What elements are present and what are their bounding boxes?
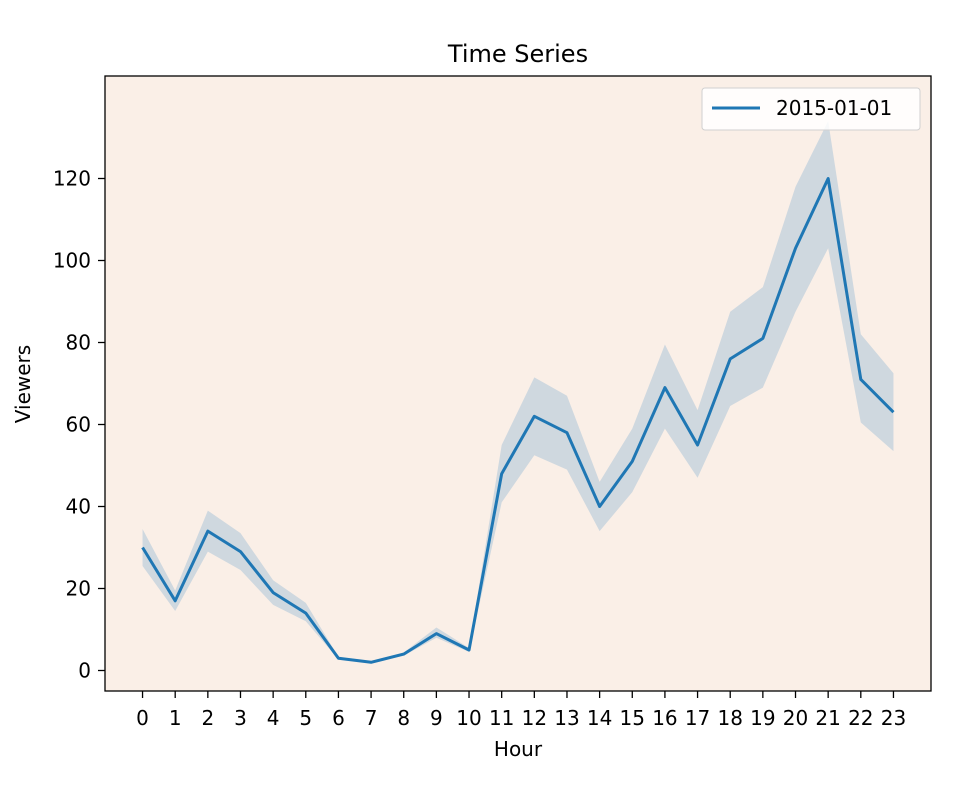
series-line-0 [141, 177, 895, 664]
x-tick-label: 13 [554, 706, 579, 730]
x-tick-label: 20 [783, 706, 808, 730]
plot-background [105, 76, 931, 691]
legend-box [701, 87, 921, 131]
confidence-bands [142, 121, 894, 664]
y-tick-label: 60 [66, 413, 91, 437]
x-tick-label: 7 [365, 706, 378, 730]
x-tick-label: 5 [299, 706, 312, 730]
x-tick-label: 17 [685, 706, 710, 730]
series-lines [141, 177, 895, 664]
x-tick-label: 8 [397, 706, 410, 730]
y-tick-label: 20 [66, 577, 91, 601]
y-axis-label: Viewers [11, 345, 35, 423]
y-tick-label: 120 [53, 167, 91, 191]
x-axis-ticks: 0 1 2 3 4 5 6 7 8 9 10 11 12 13 14 15 16 17 18 19 20 21 22 23 [136, 691, 906, 730]
x-tick-label: 6 [332, 706, 345, 730]
x-tick-label: 16 [652, 706, 677, 730]
plot-frame [104, 75, 932, 692]
x-tick-label: 21 [815, 706, 840, 730]
x-tick-label: 12 [522, 706, 547, 730]
confidence-band-0 [142, 121, 894, 664]
y-tick-label: 40 [66, 495, 91, 519]
y-axis-ticks: 0 20 40 60 80 100 120 [53, 167, 105, 683]
y-tick-label: 0 [78, 659, 91, 683]
x-tick-label: 0 [136, 706, 149, 730]
x-tick-label: 22 [848, 706, 873, 730]
x-tick-label: 15 [620, 706, 645, 730]
x-tick-label: 9 [430, 706, 443, 730]
y-tick-label: 80 [66, 331, 91, 355]
x-tick-label: 18 [717, 706, 742, 730]
y-tick-label: 100 [53, 249, 91, 273]
x-tick-label: 4 [267, 706, 280, 730]
chart-title: Time Series [447, 40, 588, 68]
legend: 2015-01-01 [701, 87, 921, 131]
x-tick-label: 19 [750, 706, 775, 730]
x-axis-label: Hour [494, 737, 543, 761]
x-tick-label: 3 [234, 706, 247, 730]
x-tick-label: 14 [587, 706, 612, 730]
x-tick-label: 10 [456, 706, 481, 730]
x-tick-label: 1 [169, 706, 182, 730]
x-tick-label: 2 [201, 706, 214, 730]
x-tick-label: 23 [881, 706, 906, 730]
x-tick-label: 11 [489, 706, 514, 730]
legend-label: 2015-01-01 [776, 96, 892, 120]
